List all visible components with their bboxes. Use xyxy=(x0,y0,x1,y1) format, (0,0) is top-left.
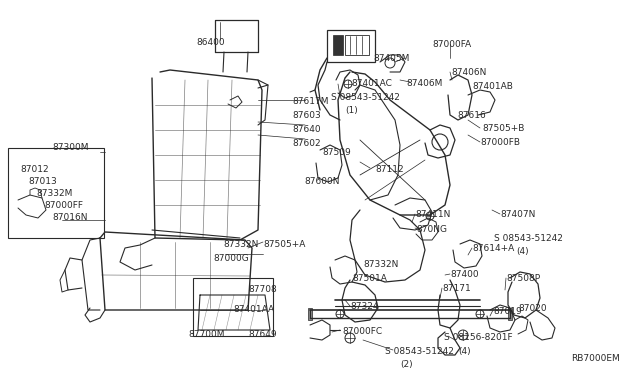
Text: S 08543-51242: S 08543-51242 xyxy=(494,234,563,243)
Text: 87700M: 87700M xyxy=(188,330,225,339)
Text: 87406N: 87406N xyxy=(451,68,486,77)
Text: 87300M: 87300M xyxy=(52,143,88,152)
Text: 87603: 87603 xyxy=(292,111,321,120)
Text: 87602: 87602 xyxy=(292,139,321,148)
Text: 87401AA: 87401AA xyxy=(233,305,274,314)
Text: 87112: 87112 xyxy=(375,165,404,174)
Text: 87013: 87013 xyxy=(28,177,57,186)
Text: (1): (1) xyxy=(345,106,358,115)
Text: 87332N: 87332N xyxy=(363,260,398,269)
Text: S 08156-8201F: S 08156-8201F xyxy=(444,333,513,342)
Text: 87332M: 87332M xyxy=(36,189,72,198)
Text: 87000FA: 87000FA xyxy=(432,40,471,49)
Text: 87505+A: 87505+A xyxy=(263,240,305,249)
Text: 87508P: 87508P xyxy=(506,274,540,283)
Text: 87000FC: 87000FC xyxy=(342,327,382,336)
Text: 87019: 87019 xyxy=(493,307,522,316)
Text: 87012: 87012 xyxy=(20,165,49,174)
Text: (4): (4) xyxy=(516,247,529,256)
Text: 87411N: 87411N xyxy=(415,210,451,219)
Text: 87407N: 87407N xyxy=(500,210,536,219)
Bar xyxy=(8,148,104,238)
Bar xyxy=(333,35,343,55)
Bar xyxy=(193,278,273,336)
Text: 87505+B: 87505+B xyxy=(482,124,524,133)
Text: 87600N: 87600N xyxy=(304,177,339,186)
Text: 870NG: 870NG xyxy=(416,225,447,234)
Text: 87401AC: 87401AC xyxy=(351,79,392,88)
Text: 87640: 87640 xyxy=(292,125,321,134)
Text: 87405M: 87405M xyxy=(373,54,410,63)
Text: 87171: 87171 xyxy=(442,284,471,293)
Text: 87000FB: 87000FB xyxy=(480,138,520,147)
Text: 87614+A: 87614+A xyxy=(472,244,515,253)
Text: 87406M: 87406M xyxy=(406,79,442,88)
Bar xyxy=(308,308,312,320)
Text: 87649: 87649 xyxy=(248,330,276,339)
Bar xyxy=(327,30,375,62)
Text: 87020: 87020 xyxy=(518,304,547,313)
Text: (4): (4) xyxy=(458,347,470,356)
Text: 86400: 86400 xyxy=(196,38,225,47)
Text: 87400: 87400 xyxy=(450,270,479,279)
Text: S 08543-51242: S 08543-51242 xyxy=(331,93,400,102)
Text: 87617M: 87617M xyxy=(292,97,328,106)
Text: 87000FF: 87000FF xyxy=(44,201,83,210)
Text: 87509: 87509 xyxy=(322,148,351,157)
Text: 87016N: 87016N xyxy=(52,213,88,222)
Text: (2): (2) xyxy=(400,360,413,369)
Text: 87000G: 87000G xyxy=(213,254,249,263)
Text: 87501A: 87501A xyxy=(352,274,387,283)
Bar xyxy=(345,35,369,55)
Text: 87401AB: 87401AB xyxy=(472,82,513,91)
Text: 87332N: 87332N xyxy=(223,240,259,249)
Text: S 08543-51242: S 08543-51242 xyxy=(385,347,454,356)
Bar xyxy=(508,308,512,320)
Text: 87708: 87708 xyxy=(248,285,276,294)
Text: 87324: 87324 xyxy=(350,302,378,311)
Text: RB7000EM: RB7000EM xyxy=(571,354,620,363)
Text: 87616: 87616 xyxy=(457,111,486,120)
